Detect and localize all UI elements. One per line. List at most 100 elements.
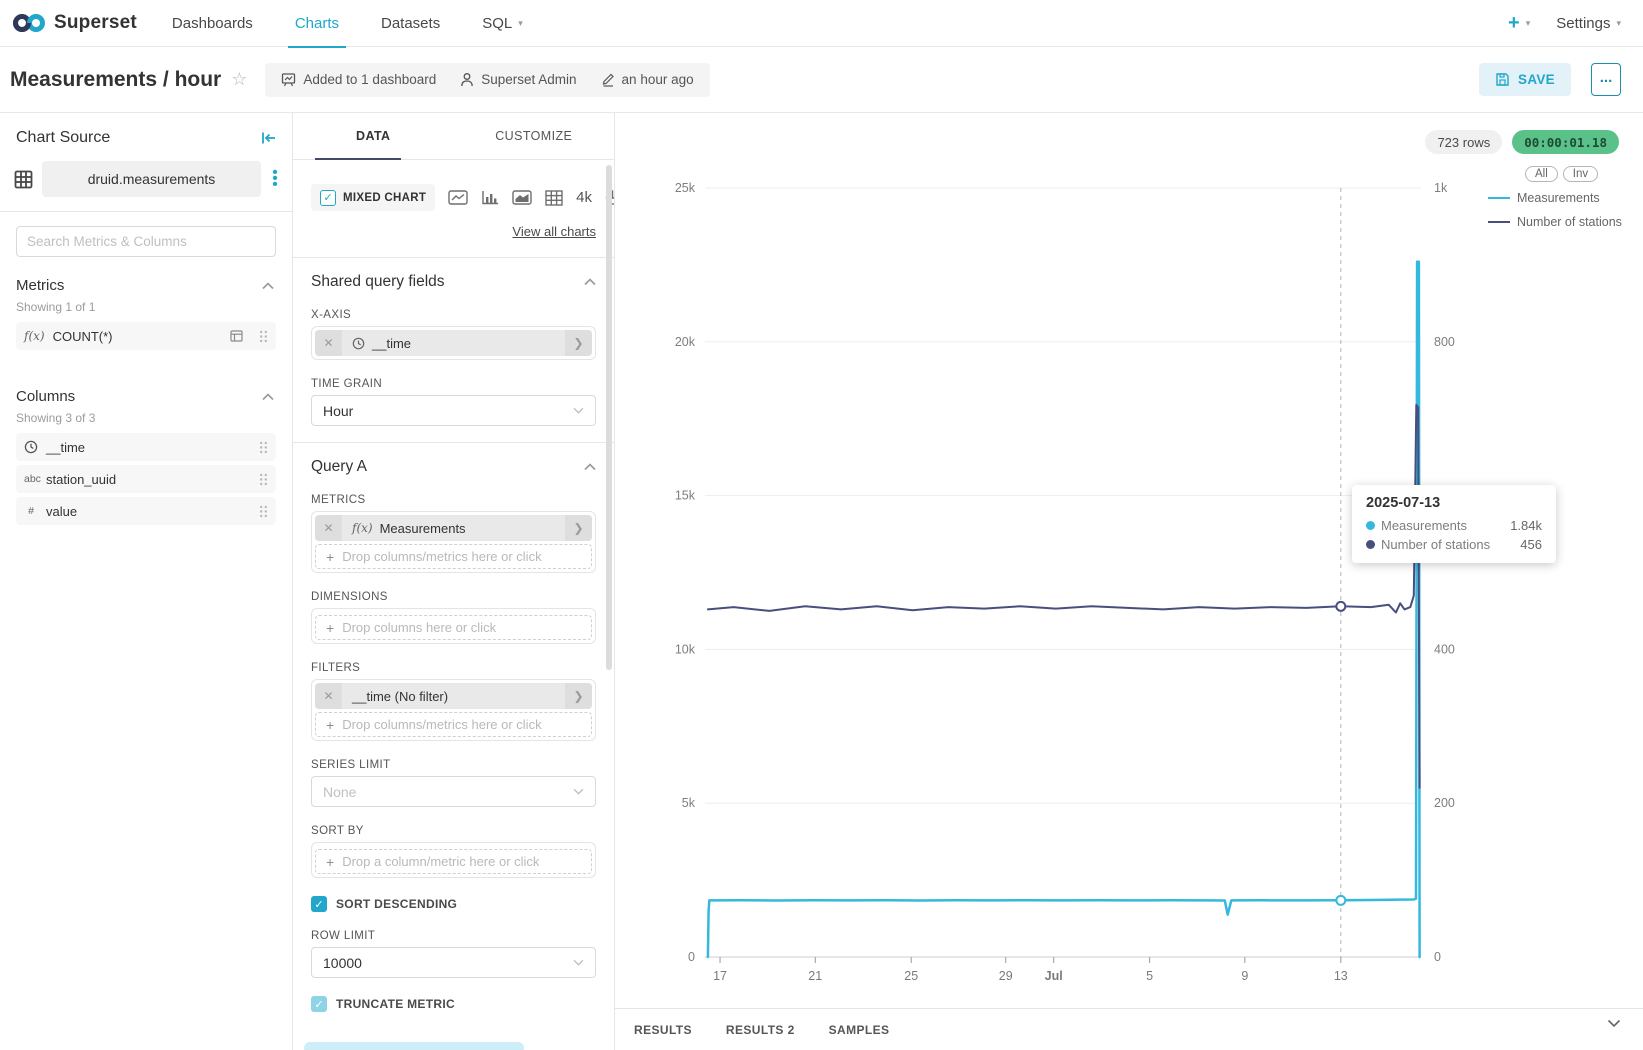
collapse-section-icon[interactable]	[584, 463, 596, 471]
divider	[293, 257, 614, 258]
dataset-name[interactable]: druid.measurements	[42, 161, 261, 197]
clock-icon	[352, 337, 365, 349]
more-actions-button[interactable]: ...	[1591, 63, 1621, 96]
legend-entry-number-of-stations[interactable]: Number of stations	[1488, 215, 1622, 229]
dataset-options-kebab-icon[interactable]: • • •	[272, 164, 278, 193]
collapse-results-chevron-icon[interactable]	[1607, 1019, 1621, 1028]
column-item-value[interactable]: # value	[16, 497, 276, 525]
area-chart-icon[interactable]	[512, 190, 532, 205]
column-item-time[interactable]: __time	[16, 433, 276, 461]
bar-chart-icon[interactable]	[481, 190, 499, 205]
svg-text:21: 21	[808, 969, 822, 983]
svg-text:9: 9	[1241, 969, 1248, 983]
nav-datasets[interactable]: Datasets	[381, 14, 441, 32]
svg-text:5: 5	[1146, 969, 1153, 983]
drag-handle-icon[interactable]	[259, 473, 268, 486]
tab-results[interactable]: RESULTS	[634, 1022, 692, 1037]
nav-dashboards[interactable]: Dashboards	[171, 14, 253, 32]
plus-icon: +	[326, 619, 335, 636]
view-all-charts-link[interactable]: View all charts	[512, 224, 596, 239]
favorite-star-icon[interactable]: ☆	[231, 69, 248, 89]
tooltip-row-number-of-stations: Number of stations 456	[1366, 537, 1542, 552]
sort-by-dropzone[interactable]: + Drop a column/metric here or click	[315, 849, 592, 874]
row-limit-select[interactable]: 10000	[311, 947, 596, 978]
svg-text:0: 0	[1434, 950, 1441, 964]
clock-icon	[24, 440, 38, 454]
chevron-right-icon[interactable]: ❯	[565, 515, 592, 541]
drag-handle-icon[interactable]	[259, 330, 268, 343]
columns-section-title: Columns	[16, 388, 76, 405]
remove-icon[interactable]: ✕	[315, 515, 342, 541]
sort-by-label: SORT BY	[311, 825, 364, 837]
tooltip-remnant	[304, 1042, 524, 1050]
metric-detail-icon	[230, 330, 243, 342]
svg-text:25k: 25k	[675, 181, 696, 195]
x-axis-pill[interactable]: ✕ __time ❯	[315, 330, 592, 356]
table-icon[interactable]	[545, 189, 563, 206]
dataset-table-icon	[14, 170, 33, 188]
chart-area: 723 rows 00:00:01.18 All Inv Measurement…	[615, 113, 1643, 1050]
control-panel-scrollbar[interactable]	[606, 165, 612, 670]
new-item-button[interactable]: + ▾	[1508, 11, 1531, 34]
line-chart-icon[interactable]	[448, 190, 468, 205]
metric-pill[interactable]: ✕ f(x) Measurements ❯	[315, 515, 592, 541]
collapse-metrics-icon[interactable]	[262, 281, 274, 290]
tab-results-2[interactable]: RESULTS 2	[725, 1022, 795, 1037]
search-metrics-columns-input[interactable]	[16, 226, 276, 257]
legend-all-button[interactable]: All	[1525, 166, 1558, 182]
brand-name: Superset	[54, 12, 137, 33]
nav-charts[interactable]: Charts	[274, 0, 360, 48]
tab-data[interactable]: DATA	[356, 129, 391, 143]
tab-customize[interactable]: CUSTOMIZE	[495, 129, 573, 143]
settings-menu[interactable]: Settings ▾	[1556, 14, 1621, 32]
legend-inv-button[interactable]: Inv	[1562, 166, 1599, 182]
series-dot-icon	[1366, 521, 1375, 530]
drag-handle-icon[interactable]	[259, 505, 268, 518]
metrics-section-title: Metrics	[16, 277, 65, 294]
metrics-showing-count: Showing 1 of 1	[16, 300, 96, 314]
filter-pill[interactable]: ✕ __time (No filter) ❯	[315, 683, 592, 709]
drag-handle-icon[interactable]	[259, 441, 268, 454]
numeric-type-icon: #	[28, 505, 34, 517]
dimensions-label: DIMENSIONS	[311, 591, 388, 603]
legend-entry-measurements[interactable]: Measurements	[1488, 191, 1622, 205]
collapse-panel-icon[interactable]	[261, 131, 276, 145]
viz-type-selected[interactable]: ✓ MIXED CHART	[311, 184, 436, 211]
remove-icon[interactable]: ✕	[315, 330, 342, 356]
chart-legend: All Inv Measurements Number of stations	[1488, 166, 1622, 239]
metrics-dropzone[interactable]: + Drop columns/metrics here or click	[315, 544, 592, 569]
series-limit-label: SERIES LIMIT	[311, 759, 391, 771]
tab-samples[interactable]: SAMPLES	[828, 1022, 890, 1037]
nav-sql[interactable]: SQL ▾	[482, 14, 523, 32]
owner-meta[interactable]: Superset Admin	[460, 72, 577, 87]
chevron-down-icon	[573, 407, 584, 414]
query-timer-badge: 00:00:01.18	[1512, 130, 1619, 154]
dimensions-control: + Drop columns here or click	[311, 608, 596, 644]
superset-logo[interactable]: Superset	[0, 12, 151, 34]
save-button[interactable]: SAVE	[1479, 63, 1571, 96]
chevron-right-icon[interactable]: ❯	[565, 330, 592, 356]
truncate-metric-checkbox[interactable]: ✓ TRUNCATE METRIC	[311, 996, 596, 1012]
metric-item-count[interactable]: f(x) COUNT(*)	[16, 322, 276, 350]
viz-4k-icon[interactable]: 4k	[576, 189, 593, 206]
remove-icon[interactable]: ✕	[315, 683, 342, 709]
time-grain-select[interactable]: Hour	[311, 395, 596, 426]
collapse-columns-icon[interactable]	[262, 392, 274, 401]
series-limit-select[interactable]: None	[311, 776, 596, 807]
svg-text:800: 800	[1434, 335, 1455, 349]
svg-text:400: 400	[1434, 642, 1455, 656]
collapse-section-icon[interactable]	[584, 278, 596, 286]
sort-descending-checkbox[interactable]: ✓ SORT DESCENDING	[311, 896, 596, 912]
filters-dropzone[interactable]: + Drop columns/metrics here or click	[315, 712, 592, 737]
svg-text:Jul: Jul	[1045, 969, 1063, 983]
viz-type-row: ✓ MIXED CHART 4k	[311, 184, 614, 211]
svg-text:0: 0	[688, 950, 695, 964]
chevron-right-icon[interactable]: ❯	[565, 683, 592, 709]
filters-label: FILTERS	[311, 662, 361, 674]
last-modified-meta[interactable]: an hour ago	[601, 72, 694, 87]
dashboards-meta[interactable]: Added to 1 dashboard	[281, 72, 436, 87]
column-item-station-uuid[interactable]: abc station_uuid	[16, 465, 276, 493]
dimensions-dropzone[interactable]: + Drop columns here or click	[315, 615, 592, 640]
svg-text:15k: 15k	[675, 489, 696, 503]
top-navbar: Superset Dashboards Charts Datasets SQL …	[0, 0, 1643, 48]
